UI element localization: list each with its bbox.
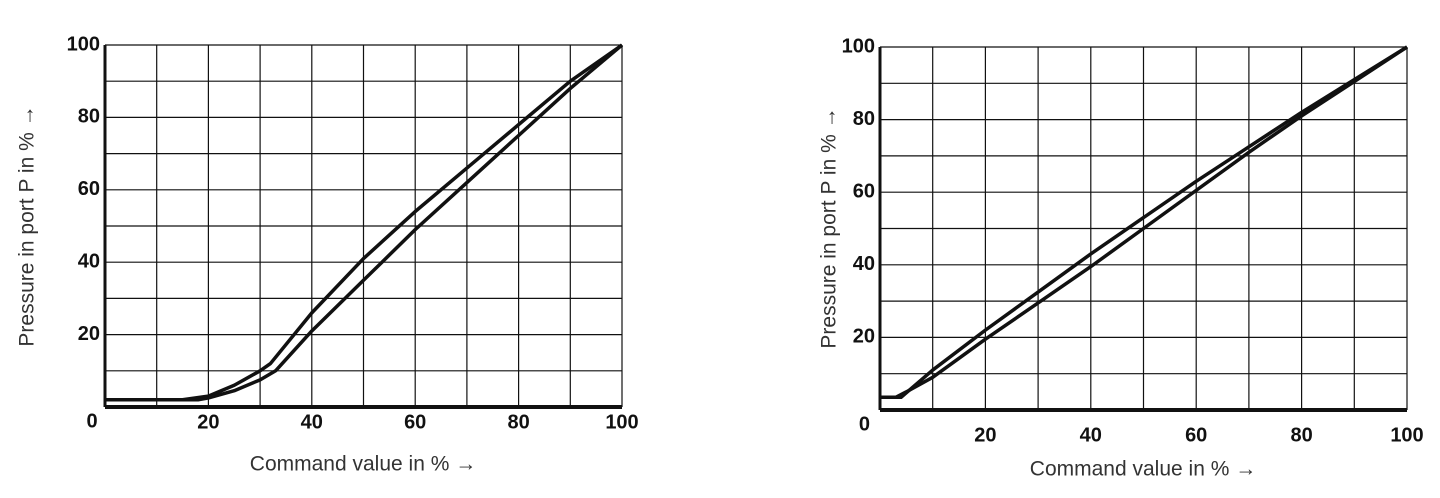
x-tick-label: 100 xyxy=(605,411,638,433)
x-tick-label: 60 xyxy=(1185,424,1207,446)
x-tick-label: 60 xyxy=(404,411,426,433)
y-axis-title: Pressure in port P in % → xyxy=(818,107,841,348)
x-tick-label: 20 xyxy=(197,411,219,433)
x-tick-label: 20 xyxy=(974,424,996,446)
x-tick-label: 0 xyxy=(86,410,97,432)
x-axis-title: Command value in % → xyxy=(1030,458,1256,481)
x-axis-title: Command value in % → xyxy=(250,453,476,476)
y-axis-title: Pressure in port P in % → xyxy=(16,105,39,346)
x-tick-label: 100 xyxy=(1390,424,1423,446)
y-tick-label: 80 xyxy=(853,108,875,130)
x-tick-label: 80 xyxy=(507,411,529,433)
data-line xyxy=(105,43,624,402)
y-tick-label: 40 xyxy=(853,253,875,275)
y-tick-label: 100 xyxy=(842,35,875,57)
data-line xyxy=(880,45,1408,400)
y-tick-label: 20 xyxy=(78,323,100,345)
x-tick-label: 40 xyxy=(1080,424,1102,446)
x-tick-label: 40 xyxy=(301,411,323,433)
y-tick-label: 40 xyxy=(78,250,100,272)
y-tick-label: 80 xyxy=(78,106,100,128)
y-tick-label: 20 xyxy=(853,326,875,348)
y-tick-label: 100 xyxy=(67,33,100,55)
y-tick-label: 60 xyxy=(78,178,100,200)
x-tick-label: 80 xyxy=(1290,424,1312,446)
y-tick-label: 60 xyxy=(853,180,875,202)
y-tick-label: 0 xyxy=(859,413,870,435)
